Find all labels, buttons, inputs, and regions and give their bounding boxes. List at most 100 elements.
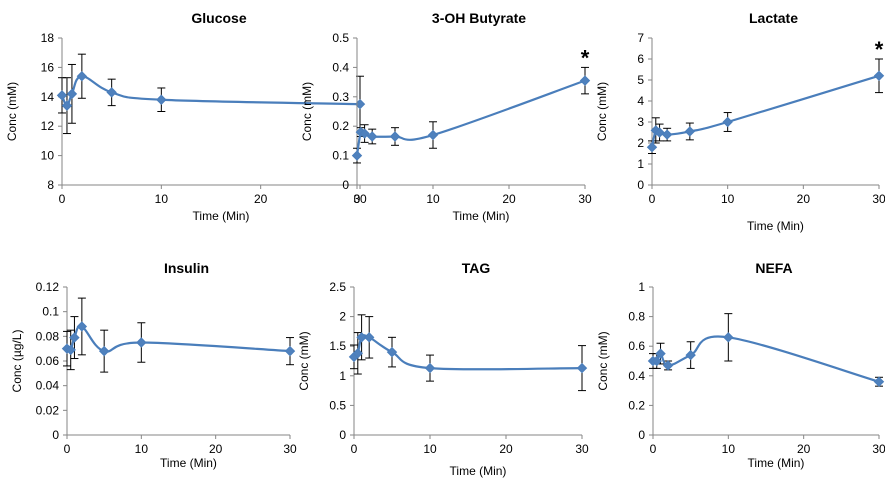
y-tick-label: 0.1 xyxy=(332,149,349,163)
data-point xyxy=(351,150,363,161)
y-tick-label: 0.3 xyxy=(332,90,349,104)
y-tick-label: 0.5 xyxy=(332,31,349,45)
series-line xyxy=(355,79,586,156)
x-tick-label: 20 xyxy=(209,442,223,456)
x-tick-label: 10 xyxy=(135,442,149,456)
data-point xyxy=(76,71,88,82)
data-point xyxy=(661,129,673,140)
data-point xyxy=(69,332,80,343)
y-tick-label: 3 xyxy=(637,115,644,129)
y-tick-label: 0.4 xyxy=(332,60,349,74)
chart-title: Insulin xyxy=(164,260,209,276)
x-tick-label: 30 xyxy=(575,442,589,456)
x-axis-label: Time (Min) xyxy=(453,209,510,223)
y-tick-label: 0 xyxy=(638,428,645,442)
x-tick-label: 0 xyxy=(649,192,656,206)
series-line xyxy=(60,75,361,107)
data-point xyxy=(98,345,110,357)
x-tick-label: 0 xyxy=(59,192,66,206)
y-tick-label: 0 xyxy=(52,428,59,442)
y-tick-label: 0 xyxy=(342,178,349,192)
data-point xyxy=(366,131,378,142)
series-line xyxy=(652,335,880,383)
y-tick-label: 0 xyxy=(637,178,644,192)
data-point xyxy=(873,70,885,82)
x-axis-label: Time (Min) xyxy=(747,219,804,233)
y-axis-label: Conc (mM) xyxy=(297,331,311,390)
chart-title: 3-OH Butyrate xyxy=(432,10,526,26)
x-tick-label: 20 xyxy=(502,192,516,206)
data-point xyxy=(576,362,588,374)
y-tick-label: 2 xyxy=(339,310,346,324)
y-tick-label: 12 xyxy=(41,119,55,133)
data-point xyxy=(723,332,734,343)
y-tick-label: 1 xyxy=(638,280,645,294)
y-tick-label: 1 xyxy=(339,369,346,383)
x-tick-label: 20 xyxy=(797,442,811,456)
data-point xyxy=(386,346,398,358)
data-point xyxy=(65,344,76,356)
x-tick-label: 0 xyxy=(650,442,657,456)
data-point xyxy=(646,141,658,153)
data-point xyxy=(427,129,439,141)
x-axis-label: Time (Min) xyxy=(748,456,805,470)
data-point xyxy=(424,362,436,374)
y-axis-label: Conc (mM) xyxy=(596,331,610,390)
x-tick-label: 30 xyxy=(578,192,592,206)
panel-3-oh-butyrate: 3-OH Butyrate 0 0.1 0.2 0.3 0.4 0.5 0 10 20 30 Time… xyxy=(300,10,592,223)
y-tick-label: 0.8 xyxy=(628,310,645,324)
data-point xyxy=(662,360,674,371)
x-tick-label: 30 xyxy=(283,442,297,456)
y-axis-label: Conc (mM) xyxy=(300,82,314,141)
data-point xyxy=(684,126,696,137)
y-tick-label: 16 xyxy=(41,60,55,74)
x-tick-label: 10 xyxy=(722,442,736,456)
y-tick-label: 4 xyxy=(637,94,644,108)
data-point xyxy=(389,131,401,142)
y-axis-label: Conc (mM) xyxy=(5,82,19,141)
y-tick-label: 0.08 xyxy=(36,329,60,343)
data-point xyxy=(579,75,591,86)
y-tick-label: 14 xyxy=(41,90,55,104)
x-tick-label: 0 xyxy=(64,442,71,456)
x-tick-label: 30 xyxy=(353,192,367,206)
x-axis-label: Time (Min) xyxy=(160,456,217,470)
y-tick-label: 0.6 xyxy=(628,339,645,353)
chart-title: NEFA xyxy=(755,260,792,276)
x-tick-label: 20 xyxy=(254,192,268,206)
y-tick-label: 18 xyxy=(41,31,55,45)
panel-lactate: Lactate 0 1 2 3 4 5 6 7 0 10 20 30 Time (Min) Conc (mM… xyxy=(595,10,885,233)
chart-title: Glucose xyxy=(191,10,246,26)
y-tick-label: 1.5 xyxy=(329,339,346,353)
x-tick-label: 10 xyxy=(155,192,169,206)
y-tick-label: 0.1 xyxy=(42,305,59,319)
data-point xyxy=(136,337,147,348)
x-tick-label: 10 xyxy=(426,192,440,206)
y-tick-label: 6 xyxy=(637,52,644,66)
x-tick-label: 20 xyxy=(797,192,811,206)
y-tick-label: 10 xyxy=(41,149,55,163)
x-tick-label: 10 xyxy=(423,442,437,456)
data-point xyxy=(685,349,696,361)
significance-marker: * xyxy=(581,45,590,70)
data-point xyxy=(356,332,367,343)
y-tick-label: 0.02 xyxy=(36,403,60,417)
data-point xyxy=(873,376,885,387)
data-point xyxy=(363,332,375,343)
data-point xyxy=(359,128,370,139)
panel-glucose: Glucose 8 10 12 14 16 18 0 10 20 30 Time (Min) Conc … xyxy=(5,10,367,223)
x-tick-label: 0 xyxy=(351,442,358,456)
x-tick-label: 30 xyxy=(872,192,885,206)
y-tick-label: 8 xyxy=(47,178,54,192)
chart-title: TAG xyxy=(462,260,491,276)
data-point xyxy=(76,321,88,332)
y-axis-label: Conc (mM) xyxy=(595,82,609,141)
data-point xyxy=(61,100,73,111)
x-tick-label: 0 xyxy=(354,192,361,206)
chart-title: Lactate xyxy=(749,10,798,26)
x-tick-label: 30 xyxy=(872,442,885,456)
y-tick-label: 7 xyxy=(637,31,644,45)
x-axis-label: Time (Min) xyxy=(450,464,507,478)
